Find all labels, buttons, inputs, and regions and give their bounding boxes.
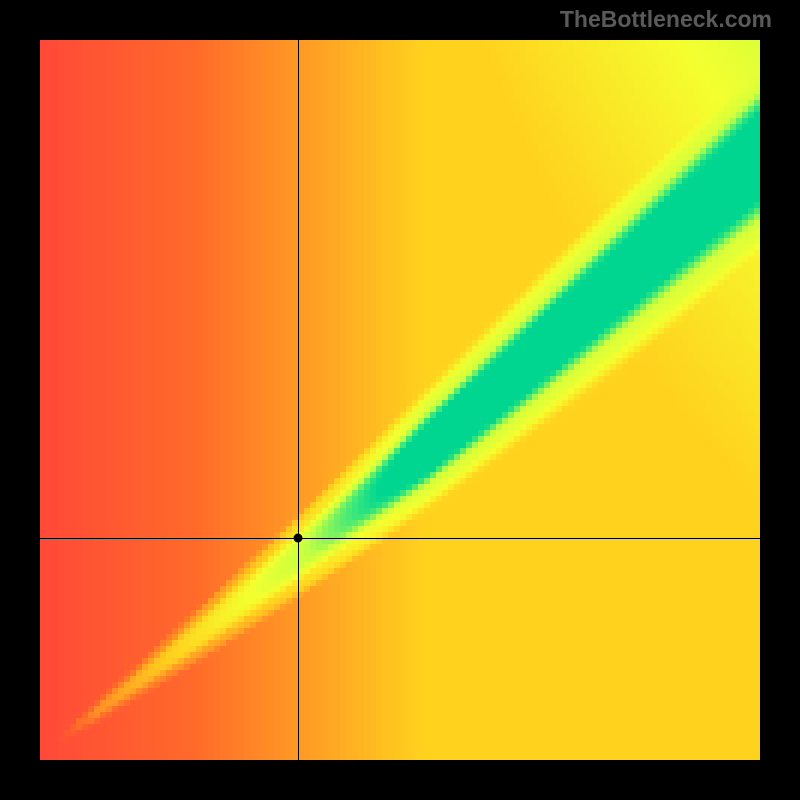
crosshair-marker [293,534,302,543]
heatmap-plot [40,40,760,760]
crosshair-horizontal [40,538,760,539]
heatmap-canvas [40,40,760,760]
watermark-text: TheBottleneck.com [560,6,772,33]
crosshair-vertical [298,40,299,760]
